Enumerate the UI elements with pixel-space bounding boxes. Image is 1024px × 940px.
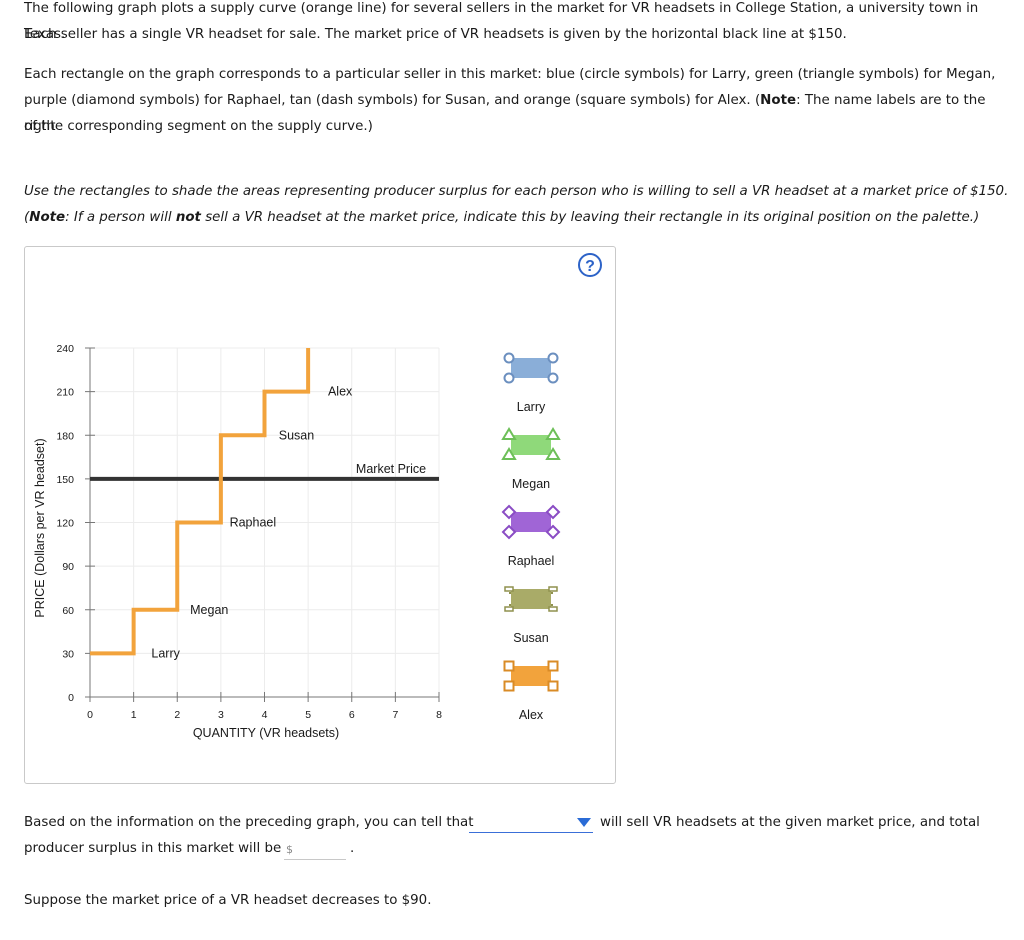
x-tick-label: 0 — [87, 709, 93, 721]
y-tick-label: 210 — [56, 387, 74, 399]
supply-label-megan: Megan — [190, 603, 228, 617]
palette-rect-raphael[interactable] — [501, 504, 561, 540]
circle-marker-icon — [503, 352, 515, 364]
supply-label-alex: Alex — [328, 385, 353, 399]
supply-label-susan: Susan — [279, 428, 314, 442]
palette-fill — [511, 512, 551, 532]
x-axis-label: QUANTITY (VR headsets) — [193, 726, 339, 740]
diamond-marker-icon — [545, 524, 561, 540]
y-tick-label: 150 — [56, 474, 74, 486]
market-price-label: Market Price — [356, 462, 426, 476]
square-marker-icon — [547, 660, 559, 672]
circle-marker-icon — [503, 372, 515, 384]
triangle-marker-icon — [545, 447, 561, 460]
y-tick-label: 90 — [62, 561, 74, 573]
palette-rect-megan[interactable] — [501, 427, 561, 460]
triangle-marker-icon — [501, 427, 517, 440]
x-tick-label: 1 — [131, 709, 137, 721]
palette-label-susan: Susan — [513, 631, 548, 645]
supply-chart: 0 1 2 3 4 5 6 7 8 0 30 60 90 120 150 180 210 240 Market P… — [33, 343, 561, 740]
palette-label-megan: Megan — [512, 477, 550, 491]
square-marker-icon — [503, 660, 515, 672]
producer-surplus-input[interactable]: $ — [284, 838, 346, 860]
palette-label-alex: Alex — [519, 708, 544, 722]
y-tick-label: 60 — [62, 605, 74, 617]
instruction-line-2: (Note: If a person will not sell a VR he… — [24, 210, 980, 225]
y-tick-label: 240 — [56, 343, 74, 355]
intro-line-1: The following graph plots a supply curve… — [24, 1, 979, 42]
palette-rect-larry[interactable] — [503, 352, 559, 384]
y-tick-label: 180 — [56, 430, 74, 442]
square-marker-icon — [503, 680, 515, 692]
question-period: . — [350, 841, 355, 856]
seller-labels-layer: Larry Megan Raphael Susan Alex — [151, 385, 353, 661]
x-tick-label: 3 — [218, 709, 224, 721]
question-line-2: producer surplus in this market will be — [24, 841, 282, 856]
intro-line-3: Each rectangle on the graph corresponds … — [24, 67, 996, 82]
chart-ticks: 0 1 2 3 4 5 6 7 8 0 30 60 90 120 150 180 210 240 — [56, 343, 442, 721]
square-marker-icon — [547, 680, 559, 692]
intro-line-4: purple (diamond symbols) for Raphael, ta… — [24, 93, 986, 134]
diamond-marker-icon — [545, 504, 561, 520]
supply-label-raphael: Raphael — [230, 516, 277, 530]
x-tick-label: 6 — [349, 709, 355, 721]
palette-fill — [511, 435, 551, 455]
dash-marker-icon — [548, 586, 558, 592]
triangle-marker-icon — [501, 447, 517, 460]
palette-fill — [511, 589, 551, 609]
followup-text: Suppose the market price of a VR headset… — [24, 893, 432, 908]
intro-line-5: of the corresponding segment on the supp… — [24, 119, 373, 134]
palette-label-raphael: Raphael — [508, 554, 555, 568]
triangle-marker-icon — [545, 427, 561, 440]
question-text-after: will sell VR headsets at the given marke… — [600, 815, 980, 830]
dash-marker-icon — [504, 586, 514, 592]
help-icon[interactable]: ? — [578, 253, 602, 277]
y-tick-label: 30 — [62, 648, 74, 660]
circle-marker-icon — [547, 352, 559, 364]
question-text-before: Based on the information on the precedin… — [24, 815, 474, 830]
instruction-line-1: Use the rectangles to shade the areas re… — [24, 184, 1009, 199]
diamond-marker-icon — [501, 504, 517, 520]
dash-marker-icon — [504, 606, 514, 612]
supply-curve — [90, 348, 311, 656]
circle-marker-icon — [547, 372, 559, 384]
palette-label-larry: Larry — [517, 400, 546, 414]
market-price-layer: Market Price — [90, 462, 439, 481]
dash-marker-icon — [548, 606, 558, 612]
y-axis-label: PRICE (Dollars per VR headset) — [33, 438, 47, 617]
chevron-down-icon[interactable] — [577, 818, 591, 827]
palette-rect-susan[interactable] — [504, 586, 558, 612]
x-tick-label: 8 — [436, 709, 442, 721]
palette-rect-alex[interactable] — [503, 660, 559, 692]
y-tick-label: 0 — [68, 692, 74, 704]
x-tick-label: 7 — [392, 709, 398, 721]
x-tick-label: 4 — [262, 709, 268, 721]
supply-curve-layer — [90, 348, 311, 656]
seller-dropdown[interactable] — [469, 814, 593, 833]
rectangle-palette: Larry Megan Raphael Susan Alex — [501, 352, 561, 722]
palette-fill — [511, 666, 551, 686]
palette-fill — [511, 358, 551, 378]
x-tick-label: 5 — [305, 709, 311, 721]
supply-label-larry: Larry — [151, 646, 180, 660]
diamond-marker-icon — [501, 524, 517, 540]
x-tick-label: 2 — [174, 709, 180, 721]
intro-line-2: Each seller has a single VR headset for … — [24, 27, 847, 42]
y-tick-label: 120 — [56, 518, 74, 530]
